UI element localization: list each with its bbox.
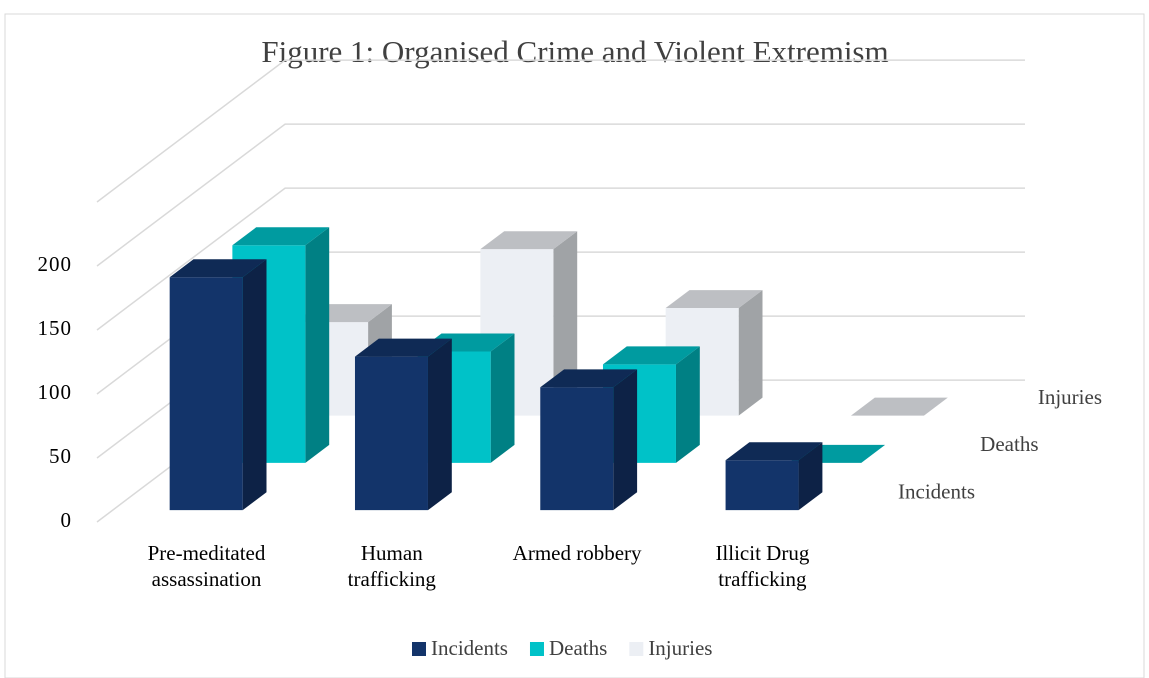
y-tick-label: 150 bbox=[38, 316, 73, 340]
bar-side bbox=[675, 346, 700, 463]
series-axis-label: Incidents bbox=[898, 480, 975, 504]
bar-top bbox=[540, 369, 638, 388]
legend-swatch bbox=[529, 642, 544, 656]
x-tick-label: Armed robbery bbox=[512, 541, 642, 565]
bar-side bbox=[613, 369, 638, 511]
legend-swatch bbox=[629, 642, 644, 656]
grid-line bbox=[96, 187, 1025, 331]
bar-top bbox=[850, 397, 948, 416]
bar-top bbox=[665, 290, 763, 309]
bar-top bbox=[354, 338, 452, 357]
series-axis-label: Injuries bbox=[1038, 385, 1102, 409]
x-tick-label: Pre-meditated assassination bbox=[147, 541, 266, 591]
x-tick-label: Illicit Drug trafficking bbox=[715, 541, 810, 591]
x-tick-label: Human trafficking bbox=[347, 541, 436, 591]
grid-line bbox=[96, 123, 1025, 267]
bar-top bbox=[480, 231, 578, 250]
legend-label: Deaths bbox=[549, 636, 607, 660]
bar-side bbox=[798, 442, 823, 511]
y-tick-label: 200 bbox=[38, 252, 73, 276]
chart-title: Figure 1: Organised Crime and Violent Ex… bbox=[261, 34, 888, 69]
y-tick-label: 100 bbox=[38, 380, 73, 404]
bar-side bbox=[427, 338, 452, 511]
bar-top bbox=[232, 227, 330, 246]
bar-top bbox=[169, 259, 267, 278]
series-axis-label: Deaths bbox=[980, 432, 1038, 456]
bar-front bbox=[354, 356, 428, 511]
bar-top bbox=[725, 442, 823, 461]
bar-front bbox=[540, 387, 614, 511]
bar-side bbox=[738, 290, 763, 416]
y-tick-label: 0 bbox=[61, 508, 73, 532]
legend-label: Incidents bbox=[431, 636, 508, 660]
bar-side bbox=[490, 333, 515, 463]
bar-side bbox=[305, 227, 330, 463]
legend-swatch bbox=[412, 642, 426, 656]
bar-front bbox=[169, 277, 243, 511]
bar-side bbox=[242, 259, 267, 511]
legend-label: Injuries bbox=[648, 636, 712, 660]
bar-top bbox=[602, 346, 700, 365]
grid-line bbox=[96, 59, 1025, 203]
bar-front bbox=[725, 460, 799, 511]
y-tick-label: 50 bbox=[49, 444, 72, 468]
